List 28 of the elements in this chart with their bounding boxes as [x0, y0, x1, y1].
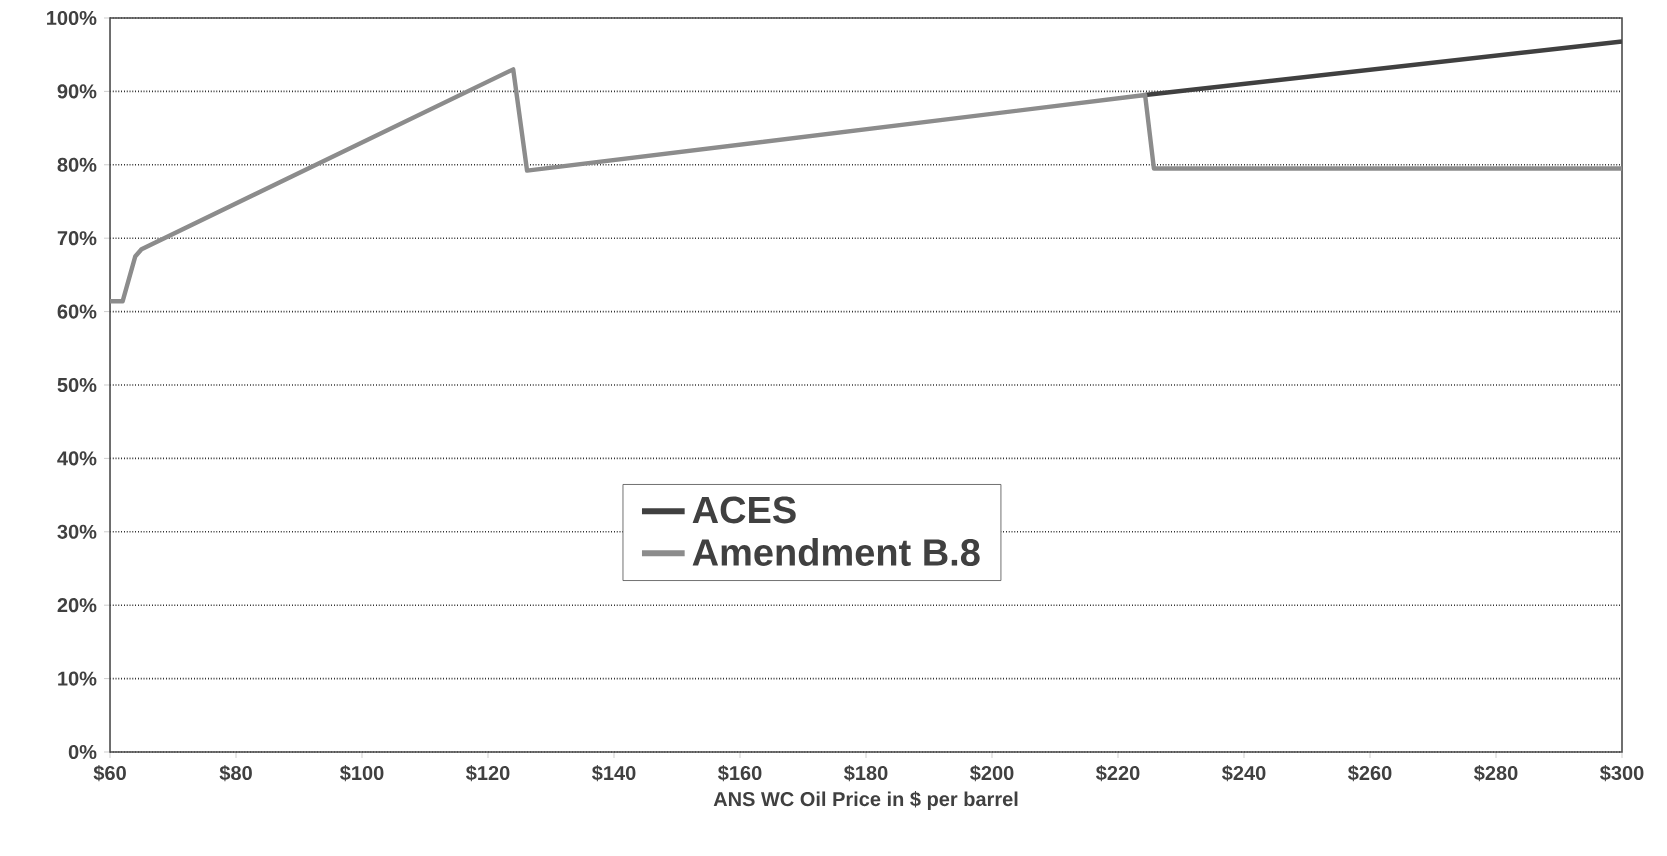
x-tick-label: $220: [1096, 765, 1140, 782]
legend-label: Amendment B.8: [692, 538, 980, 566]
x-tick-label: $80: [219, 765, 252, 782]
x-tick-label: $120: [466, 765, 510, 782]
x-tick-label: $140: [592, 765, 636, 782]
y-tick-label: 100%: [47, 10, 97, 26]
x-tick-label: $260: [1348, 765, 1392, 782]
y-tick-label: 70%: [57, 231, 97, 246]
x-tick-label: $180: [844, 765, 888, 782]
x-tick-label: $300: [1600, 765, 1644, 782]
y-tick-label: 90%: [57, 84, 97, 99]
x-tick-label: $160: [718, 765, 762, 782]
y-tick-label: 10%: [58, 671, 97, 686]
x-tick-label: $280: [1474, 765, 1518, 782]
y-tick-label: 30%: [57, 524, 97, 539]
x-tick-label: $100: [340, 765, 384, 782]
y-tick-label: 40%: [57, 451, 97, 466]
line-series: [110, 67, 1622, 304]
x-tick-label: $60: [93, 765, 126, 782]
x-axis-title: ANS WC Oil Price in $ per barrel: [713, 791, 1018, 811]
x-tick-label: $200: [970, 765, 1014, 782]
y-tick-label: 60%: [57, 304, 97, 319]
x-tick-label: $240: [1222, 765, 1266, 782]
y-tick-label: 80%: [57, 157, 97, 172]
y-tick-label: 20%: [57, 598, 97, 613]
legend-label: ACES: [692, 496, 796, 524]
y-tick-label: 0%: [68, 744, 97, 760]
y-tick-label: 50%: [57, 377, 97, 393]
